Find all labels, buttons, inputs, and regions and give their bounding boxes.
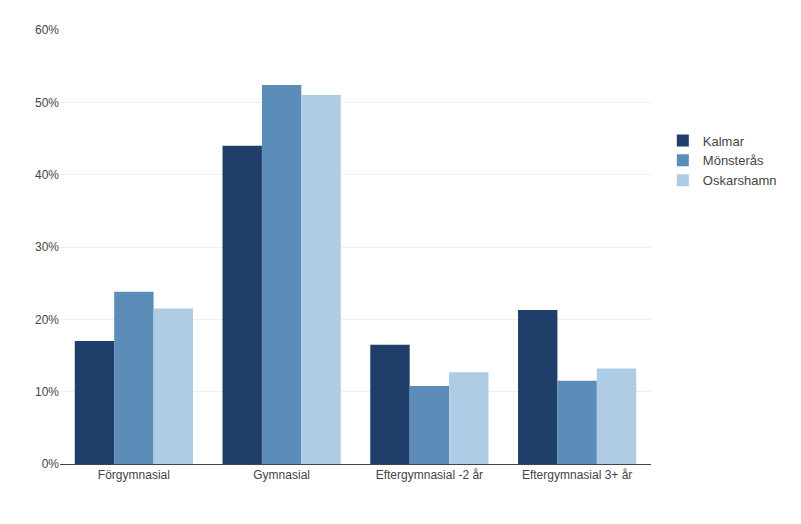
svg-text:60%: 60% [35, 23, 59, 37]
svg-text:Eftergymnasial 3+ år: Eftergymnasial 3+ år [522, 468, 632, 482]
svg-text:30%: 30% [35, 240, 59, 254]
svg-text:Eftergymnasial -2 år: Eftergymnasial -2 år [376, 468, 483, 482]
svg-text:40%: 40% [35, 168, 59, 182]
svg-text:50%: 50% [35, 96, 59, 110]
svg-text:20%: 20% [35, 313, 59, 327]
svg-text:Kalmar: Kalmar [703, 134, 745, 149]
svg-text:Gymnasial: Gymnasial [253, 468, 310, 482]
svg-text:Mönsterås: Mönsterås [703, 153, 764, 168]
svg-text:0%: 0% [42, 457, 60, 471]
svg-text:Oskarshamn: Oskarshamn [703, 173, 777, 188]
svg-text:10%: 10% [35, 385, 59, 399]
svg-text:Förgymnasial: Förgymnasial [98, 468, 170, 482]
